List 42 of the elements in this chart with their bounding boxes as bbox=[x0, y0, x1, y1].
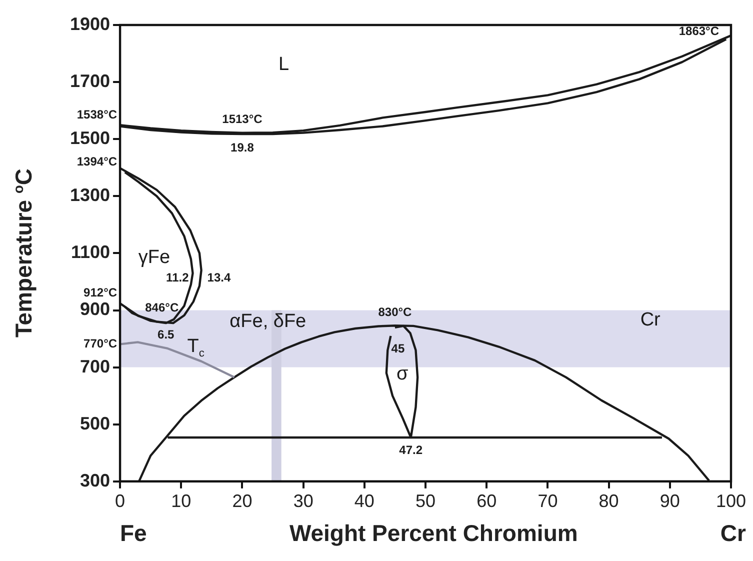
annotation: 770°C bbox=[84, 336, 118, 351]
annotation: 47.2 bbox=[399, 442, 423, 457]
annotation: 830°C bbox=[378, 304, 412, 319]
annotation: 19.8 bbox=[230, 140, 254, 154]
text: Fe bbox=[120, 520, 147, 547]
annotation: 1538°C bbox=[76, 107, 118, 122]
annotation: 1863°C bbox=[678, 24, 720, 38]
annotation: 13.4 bbox=[207, 270, 231, 285]
x-tick-label: 80 bbox=[598, 491, 619, 512]
x-tick-label: 50 bbox=[416, 491, 436, 512]
y-tick-label: 900 bbox=[80, 299, 110, 320]
y-tick-label: 1500 bbox=[70, 128, 110, 148]
annotation: 912°C bbox=[84, 286, 118, 300]
y-tick-label: 1300 bbox=[70, 185, 110, 206]
annotation: 1394°C bbox=[76, 154, 118, 169]
x-tick-label: 60 bbox=[476, 491, 497, 512]
x-tick-label: 100 bbox=[716, 491, 746, 512]
y-tick-label: 1700 bbox=[70, 71, 110, 92]
y-tick-label: 700 bbox=[80, 356, 110, 376]
annotation: γFe bbox=[138, 247, 170, 268]
x-tick-label: 0 bbox=[115, 491, 126, 512]
y-tick-label: 500 bbox=[80, 413, 110, 434]
annotation: 846°C bbox=[145, 300, 179, 314]
annotation: σ bbox=[396, 363, 408, 384]
annotation: L bbox=[278, 54, 290, 75]
annotation: Cr bbox=[640, 310, 662, 331]
x-tick-label: 70 bbox=[538, 491, 558, 512]
x-tick-label: 40 bbox=[354, 491, 374, 512]
annotation: 6.5 bbox=[158, 327, 175, 342]
x-tick-label: 20 bbox=[232, 491, 252, 512]
x-tick-label: 30 bbox=[293, 491, 314, 512]
x-tick-label: 90 bbox=[660, 491, 680, 512]
annotation: αFe, δFe bbox=[230, 310, 306, 332]
annotation: 1513°C bbox=[222, 112, 263, 126]
y-tick-label: 1100 bbox=[70, 242, 110, 262]
y-tick-label: 1900 bbox=[70, 14, 110, 34]
x-axis-title: Weight Percent Chromium bbox=[289, 520, 578, 547]
annotation: 45 bbox=[391, 342, 405, 356]
annotation: 11.2 bbox=[166, 270, 190, 284]
text: Cr bbox=[720, 520, 746, 547]
y-tick-label: 300 bbox=[80, 470, 110, 490]
x-tick-label: 10 bbox=[171, 491, 192, 512]
